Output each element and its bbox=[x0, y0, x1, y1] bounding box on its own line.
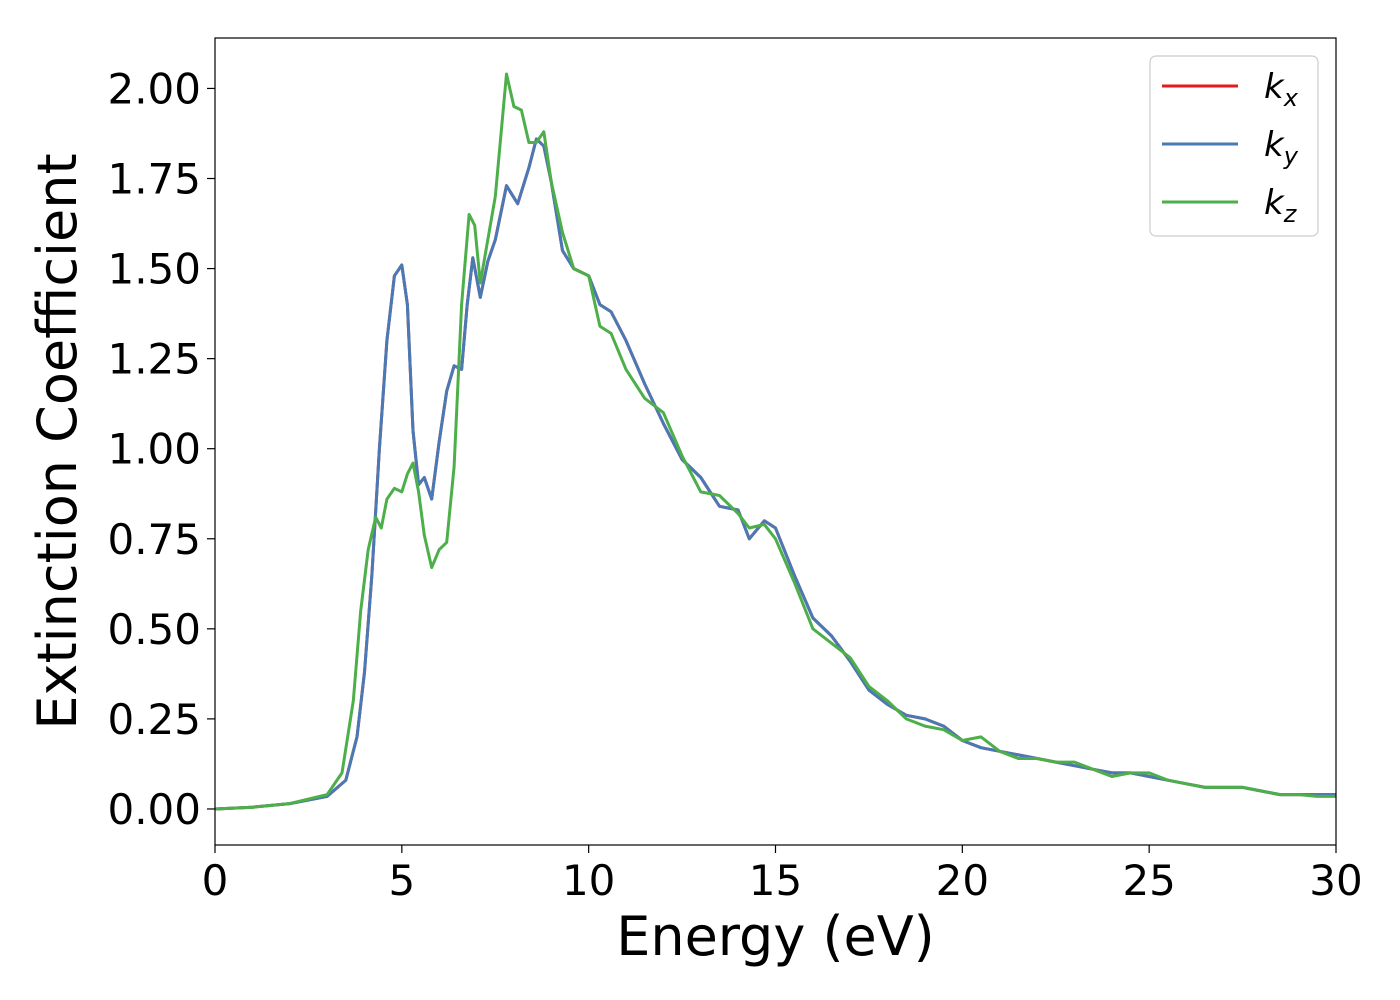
x-tick-label: 20 bbox=[936, 856, 989, 905]
x-axis-title: Energy (eV) bbox=[616, 905, 935, 968]
plot-area bbox=[215, 72, 1336, 811]
y-tick-label: 2.00 bbox=[107, 64, 201, 113]
series-line-kz bbox=[215, 72, 1336, 811]
x-tick-label: 30 bbox=[1309, 856, 1362, 905]
y-tick-label: 1.00 bbox=[107, 425, 201, 474]
legend-label-kz: kz bbox=[1264, 183, 1298, 228]
y-tick-label: 0.25 bbox=[107, 695, 201, 744]
y-tick-label: 0.75 bbox=[107, 515, 201, 564]
x-tick-label: 5 bbox=[388, 856, 415, 905]
y-tick-label: 0.00 bbox=[107, 785, 201, 834]
legend-box bbox=[1149, 55, 1319, 237]
y-tick-label: 1.75 bbox=[107, 155, 201, 204]
legend-label-ky: ky bbox=[1264, 125, 1299, 170]
y-tick-label: 0.50 bbox=[107, 605, 201, 654]
x-tick-label: 10 bbox=[562, 856, 615, 905]
y-tick-label: 1.25 bbox=[107, 335, 201, 384]
y-tick-label: 1.50 bbox=[107, 245, 201, 294]
series-line-ky bbox=[215, 137, 1336, 811]
legend: kx ky kz bbox=[1149, 55, 1319, 237]
axes: 0 5 10 15 20 25 30 0.00 0.25 0.50 0.75 1.00 1.25 1.50… bbox=[107, 37, 1363, 905]
series-line-kx bbox=[215, 137, 1336, 811]
x-tick-label: 0 bbox=[202, 856, 229, 905]
x-tick-label: 15 bbox=[749, 856, 802, 905]
legend-label-kx: kx bbox=[1264, 67, 1299, 112]
x-tick-label: 25 bbox=[1122, 856, 1175, 905]
y-axis-title: Extinction Coefficient bbox=[26, 153, 89, 729]
